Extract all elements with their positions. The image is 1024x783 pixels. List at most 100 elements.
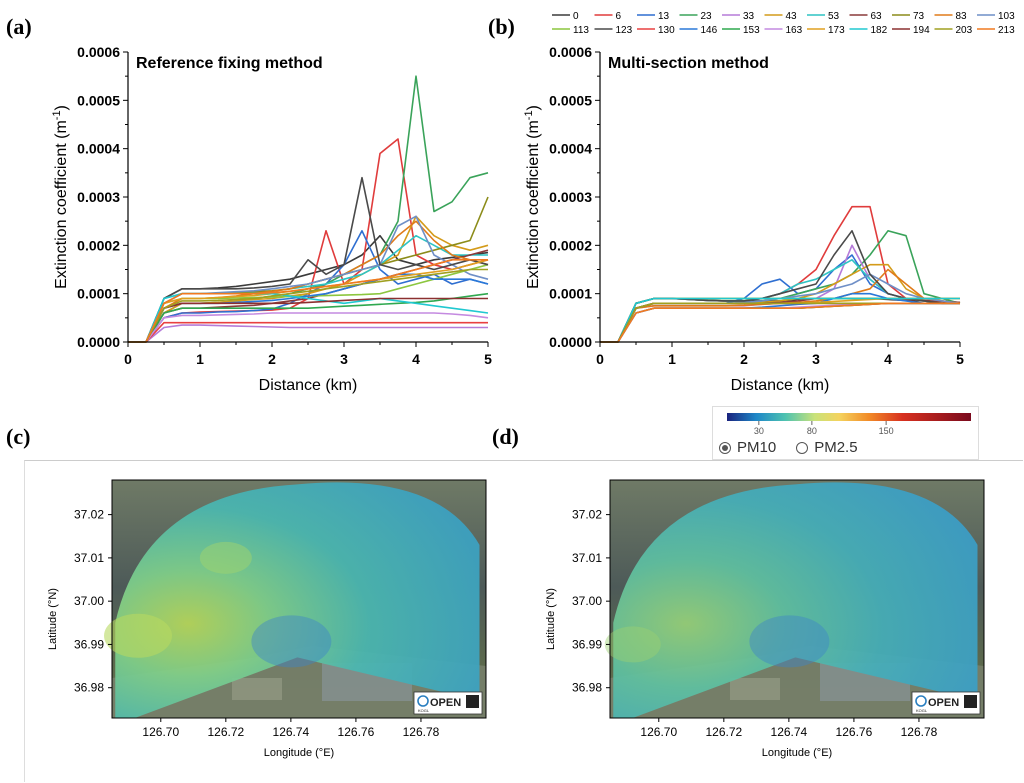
lon-tick-label: 126.72 [705,725,742,739]
chart-title: Multi-section method [608,55,769,72]
lon-tick-label: 126.74 [771,725,808,739]
legend-item-0: 0 [552,11,579,22]
lon-tick-label: 126.76 [836,725,873,739]
y-tick-label: 0.0006 [549,44,592,60]
series-line-163 [600,302,960,343]
legend-label: 153 [743,25,760,36]
legend-item-123: 123 [594,25,633,36]
legend-label: 43 [786,11,798,22]
legend-item-213: 213 [977,25,1015,36]
y-tick-label: 0.0006 [77,44,120,60]
badge-subtext: KOGL [418,708,430,713]
legend-item-182: 182 [849,25,888,36]
series-line-153 [128,292,489,343]
lat-tick-label: 37.02 [572,508,602,522]
y-tick-label: 0.0004 [77,141,120,157]
pm25-radio[interactable] [796,441,809,454]
x-tick-label: 4 [412,351,420,367]
x-axis-label: Distance (km) [259,377,358,394]
legend-label: 113 [573,25,589,36]
high-concentration-zone [604,626,661,663]
legend-item-63: 63 [849,11,883,22]
pm-concentration-fan [115,482,480,718]
lon-tick-label: 126.74 [273,725,310,739]
legend-item-153: 153 [722,25,760,36]
lon-tick-label: 126.78 [901,725,938,739]
y-tick-label: 0.0001 [77,286,120,302]
badge-text: OPEN [430,697,461,709]
lat-tick-label: 37.01 [74,551,104,565]
colorbar-tick-label: 150 [879,426,894,436]
series-line-23 [600,230,961,343]
legend-label: 173 [828,25,845,36]
y-tick-label: 0.0005 [549,92,592,108]
panel-label-c: (c) [6,424,31,449]
legend-label: 123 [616,25,633,36]
x-tick-label: 5 [484,351,492,367]
pm-concentration-fan [613,482,978,718]
pm10-radio[interactable] [719,441,731,454]
low-concentration-zone [251,615,332,668]
chart-title: Reference fixing method [136,55,323,72]
line-chart-reference-fixing: 0.0000 0.0001 0.0002 0.0003 0.0004 0.0005 0.00… [51,44,492,394]
colorbar-tick-label: 80 [807,426,817,436]
legend-label: 0 [573,11,579,22]
badge-text: OPEN [928,697,959,709]
legend-label: 13 [658,11,670,22]
legend-item-33: 33 [722,11,755,22]
lat-tick-label: 37.00 [572,594,602,608]
y-tick-label: 0.0005 [77,92,120,108]
series-line-33 [128,324,488,343]
lat-tick-label: 36.98 [74,681,104,695]
colorbar-tick-label: 30 [754,426,764,436]
legend-label: 163 [786,25,803,36]
legend-label: 213 [998,25,1015,36]
lon-tick-label: 126.70 [142,725,179,739]
x-tick-label: 4 [884,351,892,367]
legend-label: 63 [871,11,883,22]
legend-item-103: 103 [977,11,1015,22]
series-line-194 [128,297,488,343]
lon-tick-label: 126.76 [338,725,375,739]
pm10-label: PM10 [737,439,777,456]
legend-label: 182 [871,25,888,36]
series-lines [600,205,961,343]
legend-item-194: 194 [892,25,930,36]
y-tick-label: 0.0002 [549,237,592,253]
legend-item-6: 6 [594,11,622,22]
lat-tick-label: 37.01 [572,551,602,565]
lon-tick-label: 126.70 [640,725,677,739]
y-tick-label: 0.0003 [77,189,120,205]
legend-item-113: 113 [552,25,589,36]
series-line-130 [600,302,960,343]
legend-item-83: 83 [934,11,967,22]
legend-label: 23 [701,11,713,22]
low-concentration-zone [749,615,830,668]
series-line-123 [600,230,960,343]
series-line-213 [128,259,488,343]
colorbar: 30 80 150 [727,413,971,436]
pm-map-reference-fixing: 37.02 37.01 37.00 36.99 36.98 126.70 126.72 126… [47,479,487,759]
series-line-163 [128,312,489,343]
y-tick-label: 0.0002 [77,237,120,253]
colorbar-widget: 30 80 150 PM10 PM2.5 [712,406,979,460]
lat-tick-label: 36.99 [74,637,104,651]
series-line-203 [600,302,960,343]
pm25-label: PM2.5 [814,439,858,456]
y-tick-label: 0.0000 [549,334,592,350]
map-frame [24,460,1023,782]
legend-label: 130 [658,25,675,36]
x-tick-label: 2 [740,351,748,367]
series-line-203 [128,268,488,343]
legend-item-43: 43 [764,11,798,22]
panel-label-d: (d) [492,424,519,449]
x-tick-label: 0 [596,351,604,367]
lon-tick-label: 126.72 [207,725,244,739]
legend-label: 146 [701,25,718,36]
legend-item-23: 23 [679,11,713,22]
legend-label: 103 [998,11,1015,22]
series-line-194 [600,302,960,343]
field-area [232,678,282,700]
